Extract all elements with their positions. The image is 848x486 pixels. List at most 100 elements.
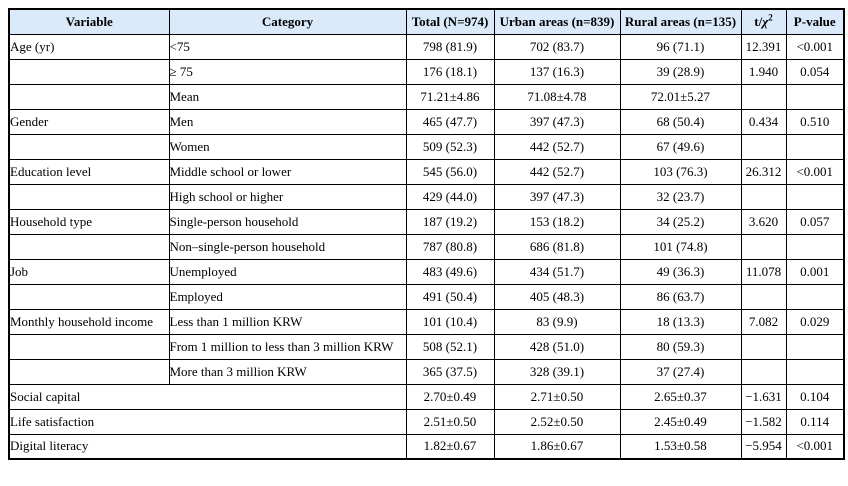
category-cell: Unemployed [168, 258, 407, 285]
total-cell: 483 (49.6) [405, 258, 495, 285]
variable-cell: Digital literacy [8, 433, 407, 460]
pvalue-cell: 0.510 [785, 108, 845, 135]
pvalue-cell: 0.029 [785, 308, 845, 335]
table-row: Women 509 (52.3) 442 (52.7) 67 (49.6) [8, 133, 845, 160]
pvalue-cell: 0.104 [785, 383, 845, 410]
category-cell: Single-person household [168, 208, 407, 235]
table-row: Age (yr) <75 798 (81.9) 702 (83.7) 96 (71.1)… [8, 33, 845, 60]
rural-cell: 86 (63.7) [619, 283, 742, 310]
header-urban: Urban areas (n=839) [493, 8, 621, 35]
variable-cell [8, 133, 170, 160]
variable-cell [8, 183, 170, 210]
urban-cell: 702 (83.7) [493, 33, 621, 60]
variable-cell: Life satisfaction [8, 408, 407, 435]
total-cell: 465 (47.7) [405, 108, 495, 135]
rural-cell: 72.01±5.27 [619, 83, 742, 110]
table-row: From 1 million to less than 3 million KR… [8, 333, 845, 360]
total-cell: 2.70±0.49 [405, 383, 495, 410]
table-row: Non–single-person household 787 (80.8) 686… [8, 233, 845, 260]
stat-cell: −1.631 [740, 383, 787, 410]
pvalue-cell: 0.001 [785, 258, 845, 285]
rural-cell: 49 (36.3) [619, 258, 742, 285]
table-row: Job Unemployed 483 (49.6) 434 (51.7) 49 (36.… [8, 258, 845, 285]
total-cell: 176 (18.1) [405, 58, 495, 85]
category-cell: Middle school or lower [168, 158, 407, 185]
stat-cell: 0.434 [740, 108, 787, 135]
urban-cell: 405 (48.3) [493, 283, 621, 310]
stat-cell [740, 283, 787, 310]
total-cell: 1.82±0.67 [405, 433, 495, 460]
variable-cell [8, 283, 170, 310]
stat-cell: 3.620 [740, 208, 787, 235]
urban-cell: 2.71±0.50 [493, 383, 621, 410]
variable-cell [8, 333, 170, 360]
header-category: Category [168, 8, 407, 35]
category-cell: High school or higher [168, 183, 407, 210]
total-cell: 101 (10.4) [405, 308, 495, 335]
category-cell: Non–single-person household [168, 233, 407, 260]
table-row: Digital literacy 1.82±0.67 1.86±0.67 1.53±0… [8, 433, 845, 460]
pvalue-cell [785, 183, 845, 210]
stat-cell [740, 83, 787, 110]
category-cell: Employed [168, 283, 407, 310]
urban-cell: 434 (51.7) [493, 258, 621, 285]
urban-cell: 71.08±4.78 [493, 83, 621, 110]
rural-cell: 80 (59.3) [619, 333, 742, 360]
total-cell: 429 (44.0) [405, 183, 495, 210]
total-cell: 545 (56.0) [405, 158, 495, 185]
rural-cell: 37 (27.4) [619, 358, 742, 385]
table-row: Mean 71.21±4.86 71.08±4.78 72.01±5.27 [8, 83, 845, 110]
total-cell: 491 (50.4) [405, 283, 495, 310]
variable-cell: Education level [8, 158, 170, 185]
urban-cell: 397 (47.3) [493, 108, 621, 135]
table-row: Education level Middle school or lower 545… [8, 158, 845, 185]
category-cell: Men [168, 108, 407, 135]
header-pvalue: P-value [785, 8, 845, 35]
table-container: Variable Category Total (N=974) Urban ar… [8, 8, 845, 460]
pvalue-cell [785, 333, 845, 360]
urban-cell: 428 (51.0) [493, 333, 621, 360]
pvalue-cell [785, 233, 845, 260]
stat-prefix: t/ [754, 13, 763, 29]
header-statistic: t/χ2 [740, 8, 787, 35]
demographics-table: Variable Category Total (N=974) Urban ar… [8, 8, 845, 460]
urban-cell: 83 (9.9) [493, 308, 621, 335]
table-row: High school or higher 429 (44.0) 397 (47.3… [8, 183, 845, 210]
pvalue-cell [785, 358, 845, 385]
table-row: Monthly household income Less than 1 mill… [8, 308, 845, 335]
table-header: Variable Category Total (N=974) Urban ar… [8, 8, 845, 35]
variable-cell [8, 83, 170, 110]
total-cell: 508 (52.1) [405, 333, 495, 360]
header-total: Total (N=974) [405, 8, 495, 35]
category-cell: From 1 million to less than 3 million KR… [168, 333, 407, 360]
pvalue-cell [785, 83, 845, 110]
variable-cell: Monthly household income [8, 308, 170, 335]
table-row: Employed 491 (50.4) 405 (48.3) 86 (63.7) [8, 283, 845, 310]
urban-cell: 1.86±0.67 [493, 433, 621, 460]
pvalue-cell: <0.001 [785, 433, 845, 460]
urban-cell: 137 (16.3) [493, 58, 621, 85]
urban-cell: 686 (81.8) [493, 233, 621, 260]
header-rural: Rural areas (n=135) [619, 8, 742, 35]
variable-cell: Job [8, 258, 170, 285]
pvalue-cell [785, 133, 845, 160]
rural-cell: 32 (23.7) [619, 183, 742, 210]
rural-cell: 2.65±0.37 [619, 383, 742, 410]
header-row: Variable Category Total (N=974) Urban ar… [8, 8, 845, 35]
stat-cell [740, 333, 787, 360]
category-cell: Mean [168, 83, 407, 110]
urban-cell: 442 (52.7) [493, 158, 621, 185]
rural-cell: 101 (74.8) [619, 233, 742, 260]
stat-cell [740, 358, 787, 385]
stat-cell [740, 133, 787, 160]
urban-cell: 153 (18.2) [493, 208, 621, 235]
urban-cell: 2.52±0.50 [493, 408, 621, 435]
rural-cell: 18 (13.3) [619, 308, 742, 335]
pvalue-cell: <0.001 [785, 158, 845, 185]
rural-cell: 34 (25.2) [619, 208, 742, 235]
pvalue-cell [785, 283, 845, 310]
urban-cell: 397 (47.3) [493, 183, 621, 210]
header-variable: Variable [8, 8, 170, 35]
variable-cell: Gender [8, 108, 170, 135]
stat-cell: −1.582 [740, 408, 787, 435]
